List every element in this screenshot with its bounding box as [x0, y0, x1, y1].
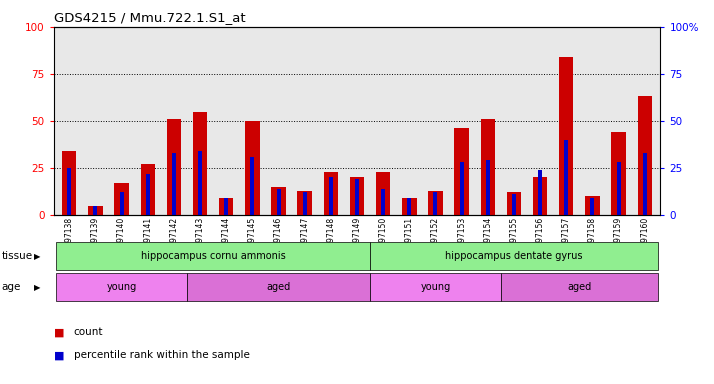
Text: aged: aged: [266, 282, 291, 292]
Text: hippocampus cornu ammonis: hippocampus cornu ammonis: [141, 251, 286, 262]
Bar: [460, 162, 463, 215]
Bar: [198, 151, 202, 215]
Text: ■: ■: [54, 350, 64, 360]
Bar: [611, 132, 625, 215]
Text: ▶: ▶: [34, 252, 41, 261]
Bar: [370, 273, 501, 301]
Bar: [329, 177, 333, 215]
Bar: [141, 164, 155, 215]
Text: count: count: [74, 327, 103, 337]
Bar: [512, 194, 516, 215]
Bar: [501, 273, 658, 301]
Bar: [94, 206, 97, 215]
Bar: [370, 243, 658, 270]
Bar: [481, 119, 495, 215]
Bar: [585, 196, 600, 215]
Text: hippocampus dentate gyrus: hippocampus dentate gyrus: [446, 251, 583, 262]
Bar: [376, 172, 391, 215]
Bar: [276, 189, 281, 215]
Bar: [166, 119, 181, 215]
Bar: [172, 153, 176, 215]
Text: young: young: [106, 282, 136, 292]
Bar: [402, 198, 416, 215]
Bar: [355, 179, 359, 215]
Bar: [114, 183, 129, 215]
Text: ■: ■: [54, 327, 64, 337]
Bar: [617, 162, 620, 215]
Text: aged: aged: [567, 282, 591, 292]
Bar: [559, 57, 573, 215]
Bar: [62, 151, 76, 215]
Bar: [507, 192, 521, 215]
Bar: [89, 206, 103, 215]
Bar: [454, 129, 469, 215]
Bar: [533, 177, 548, 215]
Bar: [56, 273, 187, 301]
Bar: [407, 198, 411, 215]
Bar: [187, 273, 370, 301]
Bar: [56, 243, 370, 270]
Bar: [224, 198, 228, 215]
Bar: [433, 192, 438, 215]
Text: GDS4215 / Mmu.722.1.S1_at: GDS4215 / Mmu.722.1.S1_at: [54, 12, 245, 25]
Text: percentile rank within the sample: percentile rank within the sample: [74, 350, 249, 360]
Text: young: young: [421, 282, 451, 292]
Bar: [323, 172, 338, 215]
Bar: [146, 174, 150, 215]
Bar: [298, 190, 312, 215]
Text: tissue: tissue: [1, 251, 33, 262]
Bar: [251, 157, 254, 215]
Bar: [67, 168, 71, 215]
Bar: [303, 192, 307, 215]
Bar: [219, 198, 233, 215]
Bar: [486, 161, 490, 215]
Bar: [350, 177, 364, 215]
Bar: [381, 189, 385, 215]
Bar: [271, 187, 286, 215]
Bar: [193, 112, 207, 215]
Bar: [119, 192, 124, 215]
Text: age: age: [1, 282, 21, 292]
Bar: [638, 96, 652, 215]
Bar: [564, 140, 568, 215]
Bar: [428, 190, 443, 215]
Text: ▶: ▶: [34, 283, 41, 291]
Bar: [590, 198, 595, 215]
Bar: [245, 121, 260, 215]
Bar: [538, 170, 542, 215]
Bar: [643, 153, 647, 215]
